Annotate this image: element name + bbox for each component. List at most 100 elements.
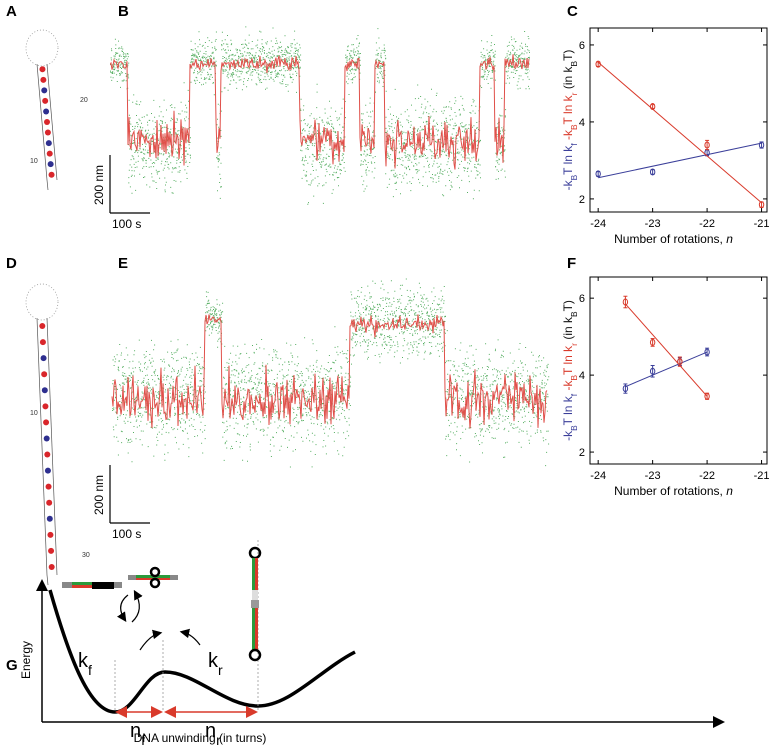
base-pair — [41, 387, 48, 394]
base-pair — [42, 403, 49, 410]
data-point — [649, 367, 656, 375]
base-pair — [44, 119, 50, 125]
label-part: T ln k — [561, 94, 575, 124]
data-point — [595, 60, 601, 68]
x-tick-label: -23 — [645, 218, 661, 230]
label-part: k — [208, 650, 219, 672]
hairpin-strand — [36, 317, 48, 576]
hairpin-loop — [25, 283, 59, 321]
fit-line — [625, 303, 708, 397]
base-pair — [48, 171, 55, 178]
label-part: r — [569, 92, 579, 95]
hairpin-strand — [46, 317, 58, 576]
base-pair — [44, 467, 51, 474]
hairpin-tail — [46, 574, 49, 586]
x-tick-label: -24 — [590, 218, 606, 230]
x-axis-label: Number of rotations, n — [614, 484, 733, 498]
label-part: r — [216, 732, 221, 748]
base-pair — [40, 355, 47, 362]
data-point — [758, 141, 765, 149]
base-pair — [48, 547, 55, 554]
scale-label: 200 nm — [92, 475, 106, 515]
position-label: 10 — [30, 158, 38, 165]
label-part: f — [88, 662, 92, 678]
trace-smoothed — [110, 54, 530, 170]
y-tick-label: 4 — [579, 370, 585, 382]
label-part: T) — [561, 50, 575, 61]
data-point — [704, 348, 710, 356]
scale-label: 200 nm — [92, 165, 106, 205]
label-part: T ln k — [561, 345, 575, 375]
base-pair — [39, 66, 46, 73]
label-part: -k — [561, 380, 575, 394]
label-part: B — [569, 61, 579, 67]
plot-frame — [589, 27, 768, 213]
base-pair — [40, 76, 47, 83]
trace-smoothed — [111, 314, 548, 429]
data-point — [677, 358, 683, 366]
label-part: -k — [561, 129, 575, 143]
base-pair — [39, 339, 46, 346]
label-part: Number of rotations, — [614, 232, 726, 246]
y-tick-label: 6 — [579, 293, 585, 305]
axis-label: DNA unwinding (in turns) — [134, 731, 267, 745]
label-part: f — [569, 393, 579, 396]
x-tick-label: -21 — [754, 218, 770, 230]
label-part: (in k — [561, 316, 575, 343]
data-point — [704, 392, 710, 400]
data-point — [622, 298, 629, 306]
label-part: n — [130, 720, 141, 742]
hairpin-strand — [36, 63, 48, 181]
scale-label: 100 s — [112, 527, 141, 541]
label-part: T ln k — [561, 395, 575, 425]
y-axis-label: -kBT ln kf -kBT ln kr (in kBT) — [561, 300, 579, 441]
plot-frame — [589, 276, 768, 465]
position-label: 10 — [30, 410, 38, 417]
scale-bar — [109, 155, 150, 524]
trace-points — [112, 278, 550, 468]
fit-line — [625, 351, 708, 388]
base-pair — [47, 161, 54, 168]
x-tick-label: -23 — [645, 470, 661, 482]
data-point — [649, 103, 656, 111]
base-pair — [39, 323, 46, 330]
x-tick-label: -21 — [754, 470, 770, 482]
label-part: r — [569, 343, 579, 346]
label-part: Number of rotations, — [614, 484, 726, 498]
energy-diagram — [36, 540, 725, 728]
label-part: f — [141, 732, 145, 748]
panel-label: D — [6, 255, 17, 272]
label-part: (in k — [561, 66, 575, 93]
x-tick-label: -22 — [699, 218, 715, 230]
rate-label: kf — [78, 650, 92, 678]
x-tick-label: -24 — [590, 470, 606, 482]
label-part: n — [205, 720, 216, 742]
label-part: k — [78, 650, 89, 672]
data-point — [622, 385, 629, 393]
position-label: 30 — [82, 552, 90, 559]
distance-label: nf — [130, 720, 145, 748]
fit-line — [598, 142, 762, 179]
y-tick-label: 2 — [579, 194, 585, 206]
base-pair — [43, 108, 50, 115]
label-part: T ln k — [561, 145, 575, 175]
x-tick-label: -22 — [699, 470, 715, 482]
base-pair — [46, 499, 53, 506]
panel-label: C — [567, 3, 578, 20]
panel-label: A — [6, 3, 17, 20]
base-pair — [43, 435, 50, 442]
label-part: B — [569, 174, 579, 180]
label-part: -k — [561, 430, 575, 441]
trace — [111, 278, 550, 468]
base-pair — [48, 563, 55, 570]
fit-line — [597, 61, 762, 204]
hairpin — [25, 283, 59, 586]
data-point — [758, 201, 765, 209]
base-pair — [44, 451, 51, 458]
rate-label: kr — [208, 650, 223, 678]
base-pair — [41, 371, 48, 378]
label-part: f — [569, 143, 579, 146]
label-part: T) — [561, 300, 575, 311]
base-pair — [41, 87, 48, 94]
